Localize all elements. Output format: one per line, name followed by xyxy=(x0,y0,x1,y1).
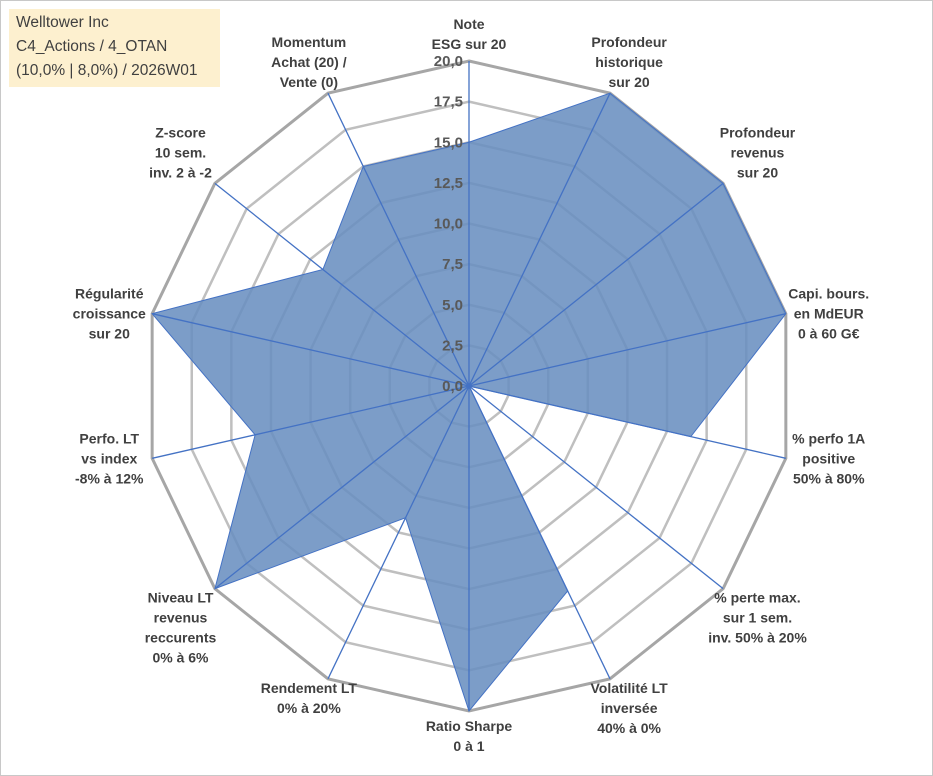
axis-label: Rendement LT xyxy=(261,680,358,696)
axis-label: revenus xyxy=(731,144,785,160)
axis-spoke xyxy=(468,385,611,680)
tick-label: 20,0 xyxy=(434,53,463,70)
tick-label: 12,5 xyxy=(434,175,463,192)
radar-axis-labels: Note ESG sur 20 Profondeur historique sur 20… xyxy=(73,16,870,754)
axis-label: croissance xyxy=(73,306,146,322)
axis-label: Volatilité LT xyxy=(590,680,668,696)
axis-label: sur 20 xyxy=(608,74,649,90)
info-parameters: (10,0% | 8,0%) / 2026W01 xyxy=(16,62,198,79)
axis-label: Capi. bours. xyxy=(788,286,869,302)
tick-label: 5,0 xyxy=(442,297,463,314)
axis-label: sur 20 xyxy=(89,326,130,342)
axis-label: sur 20 xyxy=(737,164,778,180)
tick-label: 2,5 xyxy=(442,337,463,354)
axis-spoke xyxy=(152,385,470,459)
axis-label: 0 à 60 G€ xyxy=(798,326,860,342)
tick-label: 17,5 xyxy=(434,94,463,111)
axis-spoke xyxy=(468,92,611,387)
axis-label: ESG sur 20 xyxy=(432,36,507,52)
axis-label: % perfo 1A xyxy=(792,430,865,446)
axis-label: vs index xyxy=(81,450,137,466)
axis-label: historique xyxy=(595,54,663,70)
axis-label: Régularité xyxy=(75,286,144,302)
tick-label: 15,0 xyxy=(434,134,463,151)
axis-label: Perfo. LT xyxy=(79,430,139,446)
axis-label: 0% à 20% xyxy=(277,700,341,716)
axis-label: reccurents xyxy=(145,630,217,646)
axis-spoke xyxy=(468,313,786,387)
axis-label: inv. 50% à 20% xyxy=(708,630,807,646)
tick-label: 10,0 xyxy=(434,216,463,233)
axis-label: Z-score xyxy=(155,124,206,140)
axis-label: Vente (0) xyxy=(280,74,338,90)
axis-label: Achat (20) / xyxy=(271,54,347,70)
axis-label: 40% à 0% xyxy=(597,720,661,736)
axis-label: en MdEUR xyxy=(794,306,864,322)
axis-spoke xyxy=(214,385,470,590)
axis-label: inv. 2 à -2 xyxy=(149,164,212,180)
axis-label: 50% à 80% xyxy=(793,470,865,486)
radar-tick-labels: 0,0 2,5 5,0 7,5 10,0 12,5 15,0 17,5 20,0 xyxy=(434,53,463,395)
axis-label: 10 sem. xyxy=(155,144,206,160)
info-box: Welltower Inc C4_Actions / 4_OTAN (10,0%… xyxy=(9,9,220,87)
axis-label: -8% à 12% xyxy=(75,470,144,486)
axis-label: 0% à 6% xyxy=(152,650,209,666)
axis-label: Momentum xyxy=(272,34,347,50)
radar-axes xyxy=(152,61,786,711)
axis-spoke xyxy=(468,385,724,590)
tick-label: 0,0 xyxy=(442,378,463,395)
axis-label: Profondeur xyxy=(720,124,796,140)
info-category: C4_Actions / 4_OTAN xyxy=(16,38,168,55)
info-company-name: Welltower Inc xyxy=(16,14,109,31)
axis-spoke xyxy=(468,385,786,459)
axis-spoke xyxy=(152,313,470,387)
axis-label: Note xyxy=(453,16,484,32)
axis-label: revenus xyxy=(154,610,208,626)
axis-label: positive xyxy=(802,450,855,466)
axis-spoke xyxy=(327,385,470,680)
axis-label: % perte max. xyxy=(714,590,800,606)
axis-label: Niveau LT xyxy=(148,590,214,606)
axis-label: Ratio Sharpe xyxy=(426,718,513,734)
axis-label: inversée xyxy=(601,700,658,716)
axis-label: 0 à 1 xyxy=(453,738,484,754)
axis-spoke xyxy=(327,92,470,387)
axis-label: Profondeur xyxy=(591,34,667,50)
axis-label: sur 1 sem. xyxy=(723,610,792,626)
axis-spoke xyxy=(468,182,724,387)
tick-label: 7,5 xyxy=(442,256,463,273)
axis-spoke xyxy=(214,182,470,387)
